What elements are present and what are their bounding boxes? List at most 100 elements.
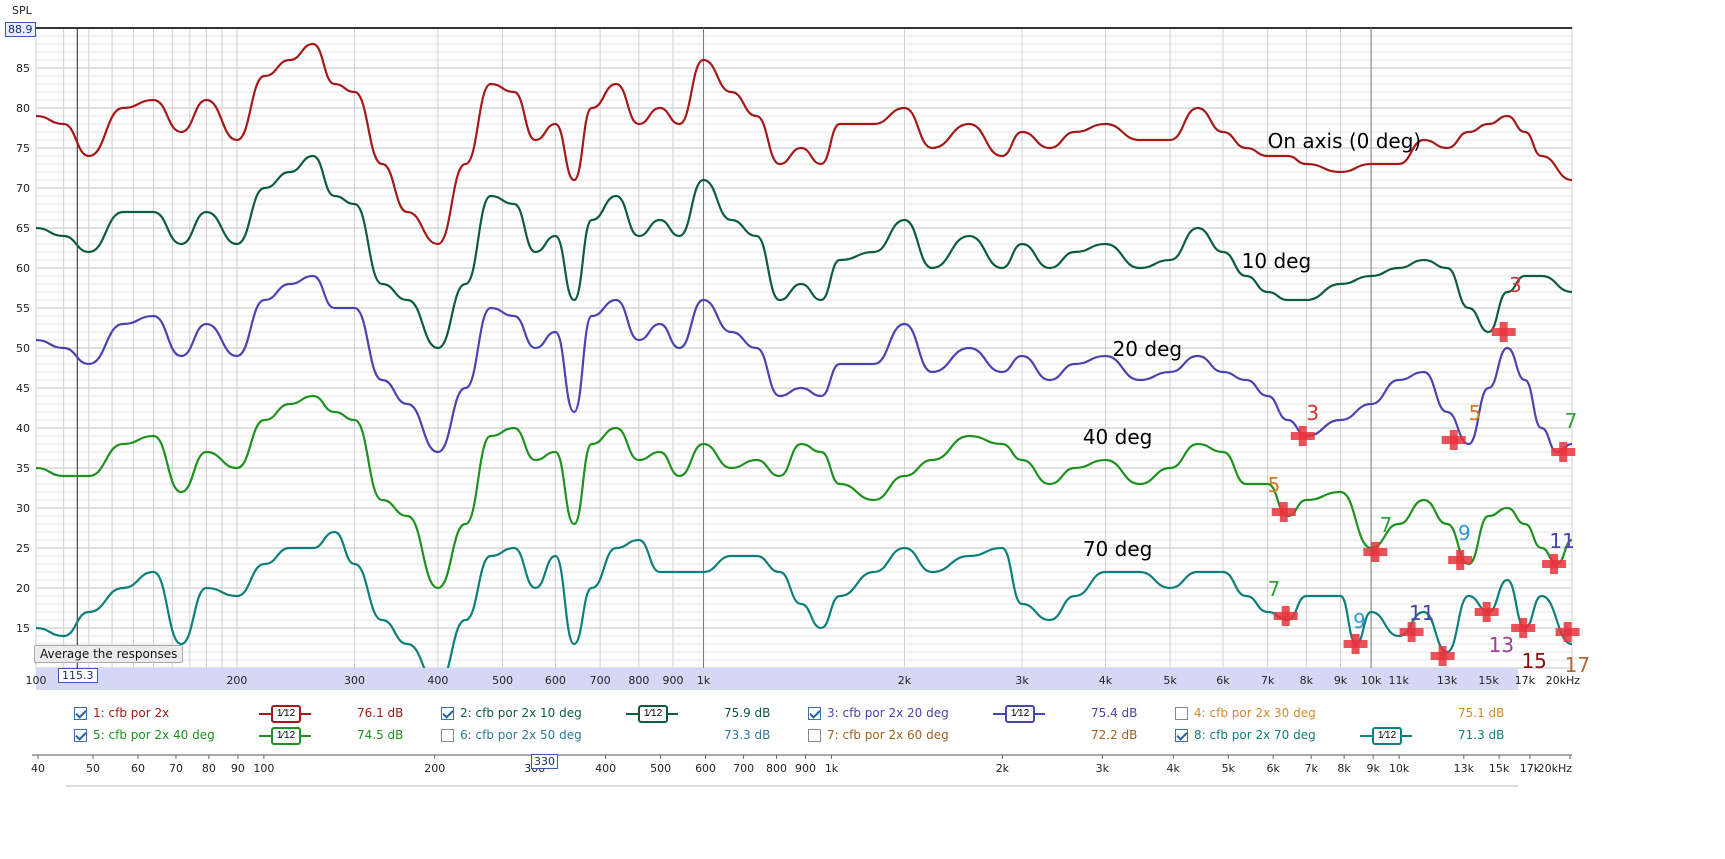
legend-item: 6: cfb por 2x 50 deg: [441, 725, 582, 745]
y-tick-label: 35: [16, 462, 30, 475]
y-tick-label: 25: [16, 542, 30, 555]
x-tick-label: 300: [344, 674, 365, 687]
null-marker: [1550, 554, 1559, 574]
null-marker: [1519, 618, 1528, 638]
null-marker: [1559, 442, 1568, 462]
x-tick-label: 500: [492, 674, 513, 687]
legend-smoothing-swatch[interactable]: 1⁄12: [259, 705, 311, 723]
x-tick-label: 800: [628, 674, 649, 687]
annotation-label: 7: [1380, 513, 1393, 537]
lower-tick-label: 13k: [1454, 762, 1475, 775]
lower-tick-label: 80: [202, 762, 216, 775]
annotation-label: 20 deg: [1113, 337, 1183, 361]
annotation-label: 17: [1565, 653, 1590, 677]
y-tick-label: 45: [16, 382, 30, 395]
legend-checkbox[interactable]: [441, 706, 454, 720]
legend-level: 71.3 dB: [1458, 728, 1505, 742]
x-axis-band: [36, 668, 1518, 690]
legend-checkbox[interactable]: [808, 728, 821, 742]
legend-item: 3: cfb por 2x 20 deg: [808, 703, 949, 723]
y-tick-label: 15: [16, 622, 30, 635]
legend-checkbox[interactable]: [74, 728, 87, 742]
null-marker: [1298, 426, 1307, 446]
null-marker: [1407, 622, 1416, 642]
annotation-label: 10 deg: [1242, 249, 1312, 273]
legend-checkbox[interactable]: [441, 728, 454, 742]
null-marker: [1371, 542, 1380, 562]
y-tick-label: 20: [16, 582, 30, 595]
annotation-label: 3: [1509, 273, 1522, 297]
y-tick-label: 75: [16, 142, 30, 155]
annotation-label: 5: [1268, 473, 1281, 497]
legend-label: 6: cfb por 2x 50 deg: [460, 728, 582, 742]
legend-checkbox[interactable]: [74, 706, 87, 720]
legend-smoothing-swatch[interactable]: 1⁄12: [259, 727, 311, 745]
null-marker: [1563, 622, 1572, 642]
lower-tick-label: 800: [766, 762, 787, 775]
lower-tick-label: 700: [733, 762, 754, 775]
legend-smoothing-label: 1⁄12: [638, 705, 668, 723]
x-tick-label: 200: [226, 674, 247, 687]
y-tick-label: 50: [16, 342, 30, 355]
legend-label: 4: cfb por 2x 30 deg: [1194, 706, 1316, 720]
x-tick-label: 20kHz: [1546, 674, 1581, 687]
legend-item: 1: cfb por 2x: [74, 703, 169, 723]
x-tick-label: 15k: [1478, 674, 1499, 687]
legend-label: 2: cfb por 2x 10 deg: [460, 706, 582, 720]
legend-smoothing-label: 1⁄12: [1372, 727, 1402, 745]
lower-tick-label: 17k: [1520, 762, 1541, 775]
legend-item: 7: cfb por 2x 60 deg: [808, 725, 949, 745]
spl-cursor-readout: 88.9: [5, 22, 36, 37]
legend-checkbox[interactable]: [1175, 728, 1188, 742]
y-tick-label: 60: [16, 262, 30, 275]
null-marker: [1281, 606, 1290, 626]
legend-smoothing-label: 1⁄12: [271, 727, 301, 745]
legend-smoothing-swatch[interactable]: 1⁄12: [1360, 727, 1412, 745]
lower-tick-label: 50: [86, 762, 100, 775]
lower-tick-label: 400: [595, 762, 616, 775]
lower-tick-label: 90: [231, 762, 245, 775]
x-tick-label: 900: [662, 674, 683, 687]
lower-tick-label: 4k: [1167, 762, 1181, 775]
legend-item: 8: cfb por 2x 70 deg: [1175, 725, 1316, 745]
x-tick-label: 400: [427, 674, 448, 687]
x-tick-label: 17k: [1515, 674, 1536, 687]
null-marker: [1482, 602, 1491, 622]
lower-tick-label: 60: [131, 762, 145, 775]
lower-axis-band[interactable]: [32, 755, 1572, 775]
y-axis-label: SPL: [12, 4, 33, 17]
chart-background: [0, 0, 1590, 770]
lower-tick-label: 3k: [1096, 762, 1110, 775]
x-tick-label: 4k: [1099, 674, 1113, 687]
x-tick-label: 2k: [898, 674, 912, 687]
annotation-label: 7: [1268, 577, 1281, 601]
average-responses-button[interactable]: Average the responses: [34, 645, 184, 663]
lower-tick-label: 8k: [1337, 762, 1351, 775]
legend-smoothing-swatch[interactable]: 1⁄12: [993, 705, 1045, 723]
lower-tick-label: 100: [253, 762, 274, 775]
legend-label: 8: cfb por 2x 70 deg: [1194, 728, 1316, 742]
lower-tick-label: 20kHz: [1538, 762, 1573, 775]
legend-checkbox[interactable]: [1175, 706, 1188, 720]
y-tick-label: 55: [16, 302, 30, 315]
legend-item: 4: cfb por 2x 30 deg: [1175, 703, 1316, 723]
legend-level: 73.3 dB: [724, 728, 771, 742]
x-tick-label: 7k: [1261, 674, 1275, 687]
lower-tick-label: 10k: [1389, 762, 1410, 775]
y-tick-label: 30: [16, 502, 30, 515]
lower-tick-label: 15k: [1489, 762, 1510, 775]
x-tick-label: 600: [545, 674, 566, 687]
x-tick-label: 1k: [697, 674, 711, 687]
y-tick-label: 40: [16, 422, 30, 435]
series-line-20-deg: [36, 274, 1572, 454]
legend-smoothing-swatch[interactable]: 1⁄12: [626, 705, 678, 723]
series-line-70-deg: [36, 530, 1572, 668]
legend-checkbox[interactable]: [808, 706, 821, 720]
y-tick-label: 85: [16, 62, 30, 75]
annotation-label: 11: [1549, 529, 1574, 553]
null-marker: [1279, 502, 1288, 522]
x-tick-label: 8k: [1300, 674, 1314, 687]
annotation-group: On axis (0 deg) 10 deg 20 deg 40 deg 70 deg 3…: [1083, 129, 1590, 677]
y-tick-label: 80: [16, 102, 30, 115]
